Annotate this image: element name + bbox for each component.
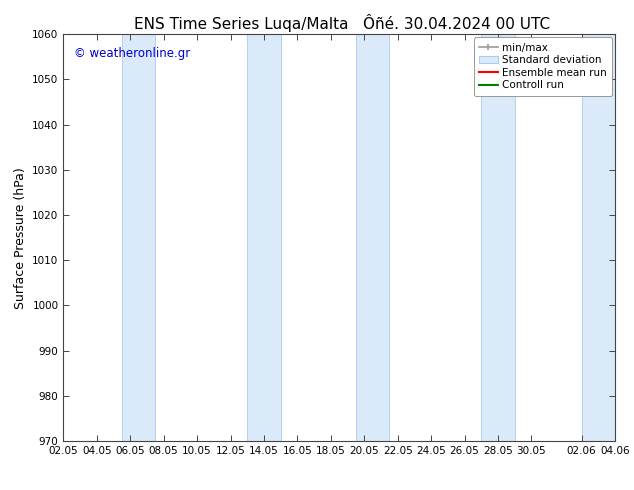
Bar bbox=[581, 34, 615, 441]
Bar bbox=[247, 34, 281, 441]
Text: ENS Time Series Luqa/Malta: ENS Time Series Luqa/Malta bbox=[134, 17, 348, 32]
Text: © weatheronline.gr: © weatheronline.gr bbox=[74, 47, 191, 59]
Bar bbox=[481, 34, 515, 441]
Bar bbox=[356, 34, 389, 441]
Y-axis label: Surface Pressure (hPa): Surface Pressure (hPa) bbox=[14, 167, 27, 309]
Text: Ôñé. 30.04.2024 00 UTC: Ôñé. 30.04.2024 00 UTC bbox=[363, 17, 550, 32]
Bar bbox=[122, 34, 155, 441]
Legend: min/max, Standard deviation, Ensemble mean run, Controll run: min/max, Standard deviation, Ensemble me… bbox=[474, 37, 612, 96]
